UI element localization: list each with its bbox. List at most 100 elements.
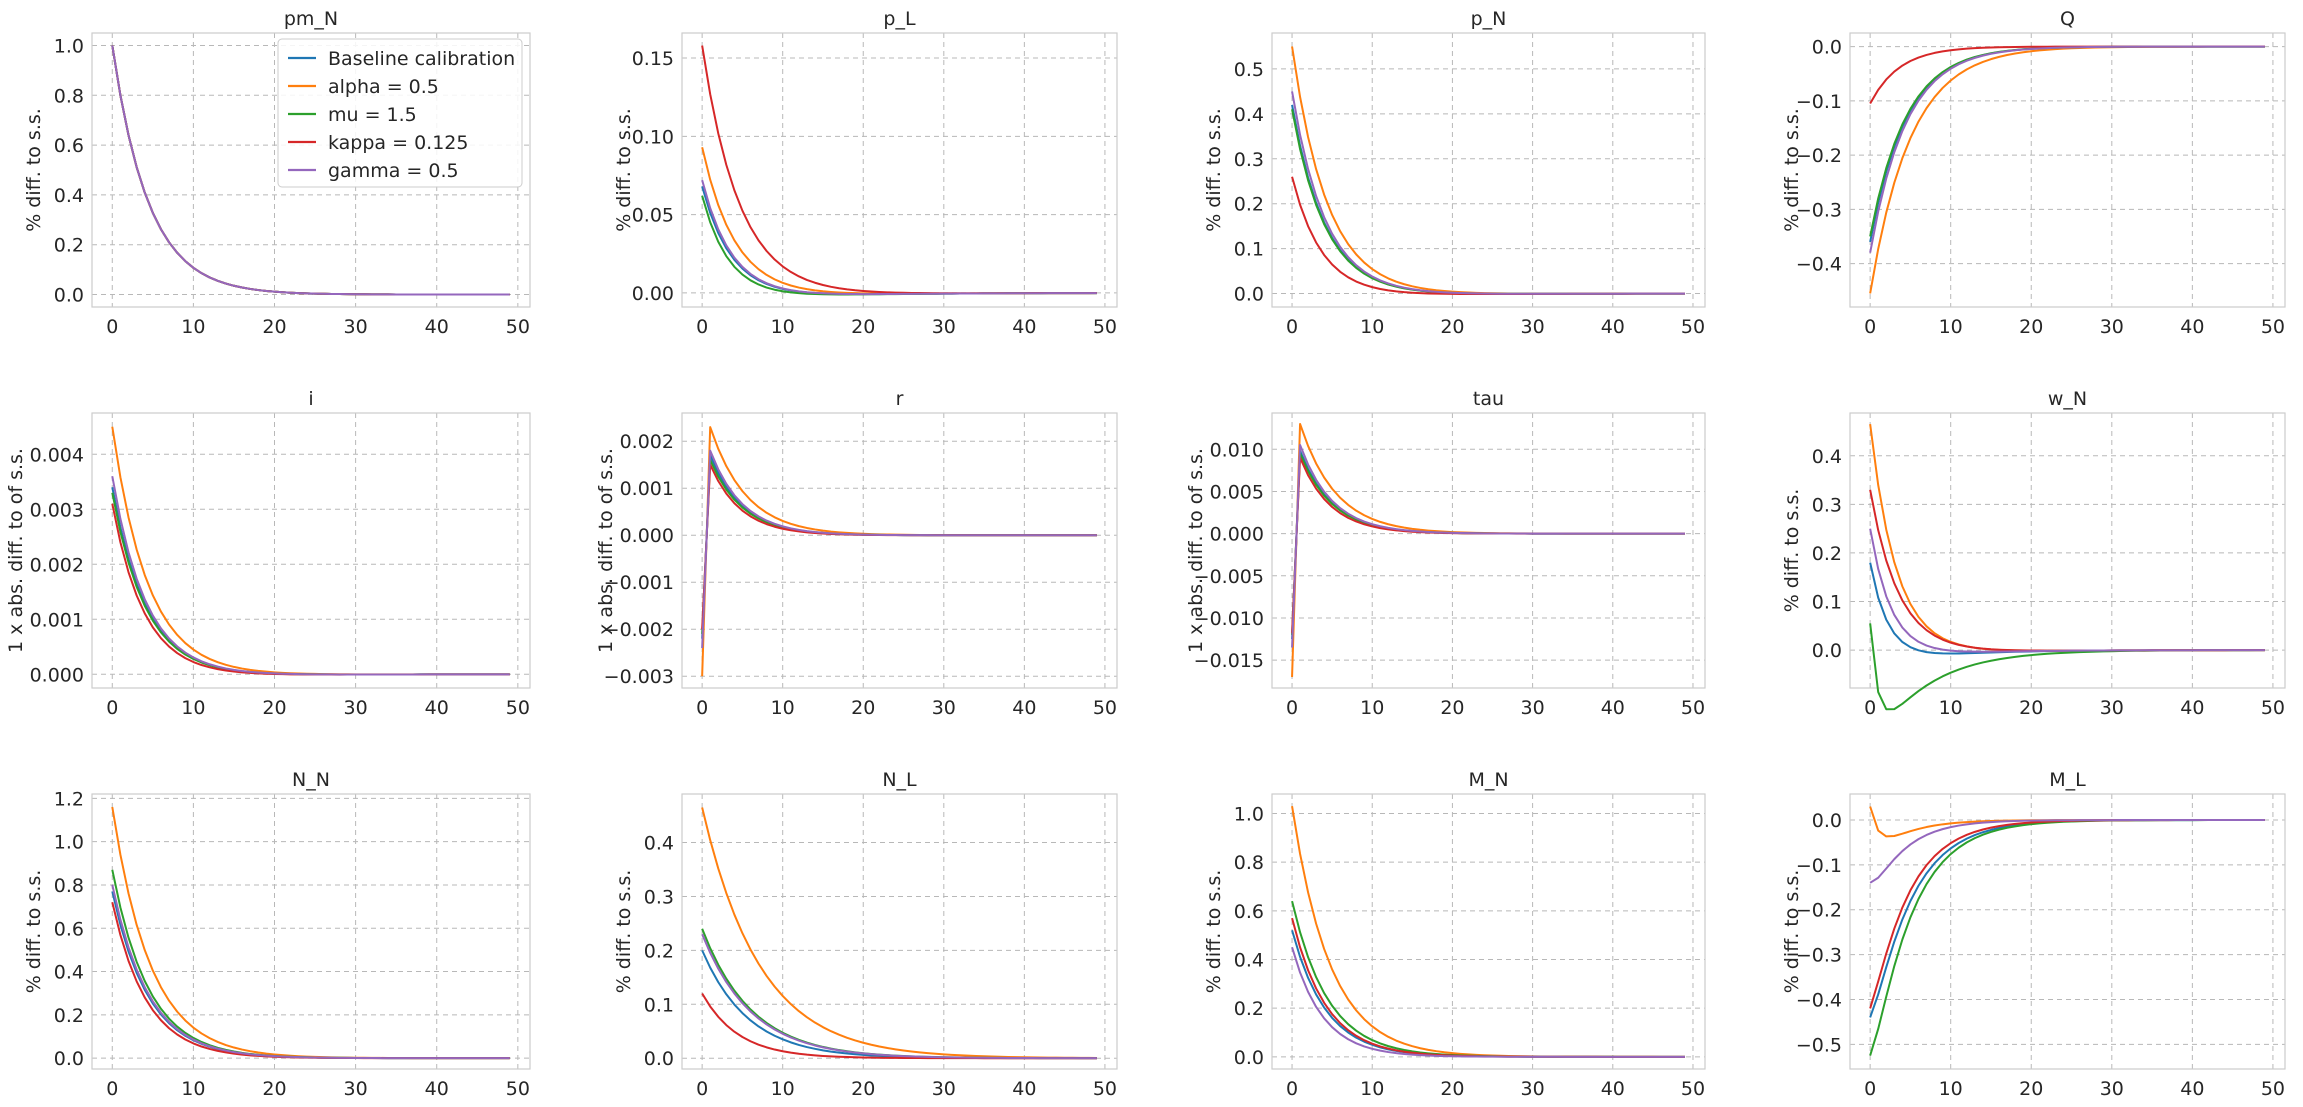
panel-r: 0 10 20 30 40 50 −0.003 −0.002 −0.001 0.000 0.001 0…	[595, 388, 1118, 719]
series-line-gamma-0-5	[1291, 444, 1685, 648]
y-tick-label: 0.15	[632, 48, 674, 70]
y-tick-label: 0.05	[632, 205, 674, 227]
axes-frame	[681, 32, 1118, 308]
axes-frame	[1271, 793, 1706, 1070]
panel-title: p_N	[1471, 8, 1507, 30]
x-tick-label: 20	[262, 697, 286, 719]
x-tick-label: 40	[425, 697, 449, 719]
y-tick-label: −0.4	[1796, 254, 1842, 276]
x-tick-label: 30	[344, 697, 368, 719]
y-tick-label: 0.4	[1234, 104, 1264, 126]
y-tick-label: 0.4	[1234, 949, 1264, 971]
y-tick-label: −0.010	[1194, 608, 1264, 630]
x-tick-label: 20	[2019, 316, 2043, 338]
x-tick-label: 0	[1286, 697, 1298, 719]
series-line-gamma-0-5	[1869, 45, 2265, 253]
panel-title: pm_N	[284, 8, 338, 30]
panel-title: Q	[2060, 8, 2075, 30]
y-axis-label: 1 x abs. diff. to of s.s.	[1185, 448, 1207, 653]
axes-frame	[681, 793, 1118, 1070]
x-tick-label: 50	[1681, 697, 1705, 719]
legend-box	[277, 38, 523, 188]
y-tick-label: 0.10	[632, 126, 674, 148]
y-tick-label: 0.0	[644, 1048, 674, 1070]
y-tick-label: 0.2	[1234, 194, 1264, 216]
x-tick-label: 50	[506, 697, 530, 719]
x-tick-label: 0	[1864, 1078, 1876, 1100]
y-tick-label: 1.0	[54, 35, 84, 57]
y-tick-label: 0.2	[54, 235, 84, 257]
x-tick-label: 10	[181, 316, 205, 338]
y-axis-label: % diff. to s.s.	[1781, 108, 1803, 232]
y-tick-label: 0.1	[1812, 592, 1842, 614]
x-tick-label: 0	[106, 697, 118, 719]
panel-title: p_L	[883, 8, 916, 30]
y-axis-label: % diff. to s.s.	[1203, 870, 1225, 994]
panel-title: M_L	[2049, 769, 2086, 791]
x-tick-label: 40	[425, 1078, 449, 1100]
y-tick-label: −0.001	[604, 572, 674, 594]
y-tick-label: 0.002	[30, 554, 84, 576]
series-line-gamma-0-5	[1291, 91, 1685, 295]
y-tick-label: 0.2	[54, 1005, 84, 1027]
y-tick-label: 0.2	[1234, 998, 1264, 1020]
x-tick-label: 0	[696, 316, 708, 338]
x-tick-label: 30	[932, 697, 956, 719]
x-tick-label: 50	[506, 316, 530, 338]
legend-entry-label: kappa = 0.125	[328, 132, 468, 154]
x-tick-label: 50	[1093, 1078, 1117, 1100]
y-tick-label: −0.2	[1796, 900, 1842, 922]
axes-frame	[1271, 412, 1706, 689]
x-tick-label: 20	[1440, 1078, 1464, 1100]
panel-p_N: 0 10 20 30 40 50 0.0 0.1 0.2 0.3 0.4 0.5 p_N % diff. …	[1203, 8, 1706, 338]
x-tick-label: 10	[181, 1078, 205, 1100]
x-tick-label: 10	[1360, 316, 1384, 338]
y-tick-label: 0.0	[1234, 284, 1264, 306]
series-line-gamma-0-5	[1291, 947, 1685, 1058]
y-tick-label: −0.003	[604, 666, 674, 688]
panel-i: 0 10 20 30 40 50 0.000 0.001 0.002 0.003 0.004 i 1 x…	[5, 388, 531, 719]
y-tick-label: 0.8	[1234, 852, 1264, 874]
x-tick-label: 40	[1601, 697, 1625, 719]
legend-entry-label: Baseline calibration	[328, 48, 515, 70]
y-tick-label: 0.0	[1812, 640, 1842, 662]
y-axis-label: % diff. to s.s.	[613, 108, 635, 232]
panel-N_L: 0 10 20 30 40 50 0.0 0.1 0.2 0.3 0.4 N_L % diff. to …	[613, 769, 1118, 1100]
panel-M_N: 0 10 20 30 40 50 0.0 0.2 0.4 0.6 0.8 1.0 M_N % diff. …	[1203, 769, 1706, 1100]
x-tick-label: 40	[1601, 1078, 1625, 1100]
axes-frame	[91, 32, 531, 308]
y-tick-label: 0.0	[54, 1048, 84, 1070]
y-tick-label: −0.1	[1796, 855, 1842, 877]
y-tick-label: 0.4	[54, 185, 84, 207]
y-tick-label: 0.3	[1234, 149, 1264, 171]
x-tick-label: 20	[2019, 1078, 2043, 1100]
x-tick-label: 40	[1012, 316, 1036, 338]
panel-Q: 0 10 20 30 40 50 −0.4 −0.3 −0.2 −0.1 0.0 Q % diff. t…	[1781, 8, 2286, 338]
y-tick-label: 0.001	[620, 478, 674, 500]
plot-area	[1272, 413, 1705, 688]
x-tick-label: 10	[1360, 697, 1384, 719]
y-tick-label: −0.3	[1796, 945, 1842, 967]
y-tick-label: −0.5	[1796, 1034, 1842, 1056]
series-line-gamma-0-5	[701, 933, 1097, 1060]
y-tick-label: 0.6	[54, 135, 84, 157]
axes-frame	[91, 793, 531, 1070]
x-tick-label: 30	[344, 1078, 368, 1100]
x-tick-label: 20	[262, 1078, 286, 1100]
x-tick-label: 50	[506, 1078, 530, 1100]
x-tick-label: 0	[1864, 697, 1876, 719]
x-tick-label: 30	[1521, 1078, 1545, 1100]
y-tick-label: 0.002	[620, 431, 674, 453]
y-tick-label: −0.2	[1796, 145, 1842, 167]
x-tick-label: 30	[2100, 1078, 2124, 1100]
panel-title: i	[308, 388, 313, 410]
x-tick-label: 0	[1286, 316, 1298, 338]
series-line-gamma-0-5	[111, 45, 510, 296]
y-axis-label: % diff. to s.s.	[23, 108, 45, 232]
axes-frame	[681, 412, 1118, 689]
plot-area	[682, 33, 1117, 307]
x-tick-label: 10	[1939, 697, 1963, 719]
y-tick-label: 0.4	[1812, 446, 1842, 468]
